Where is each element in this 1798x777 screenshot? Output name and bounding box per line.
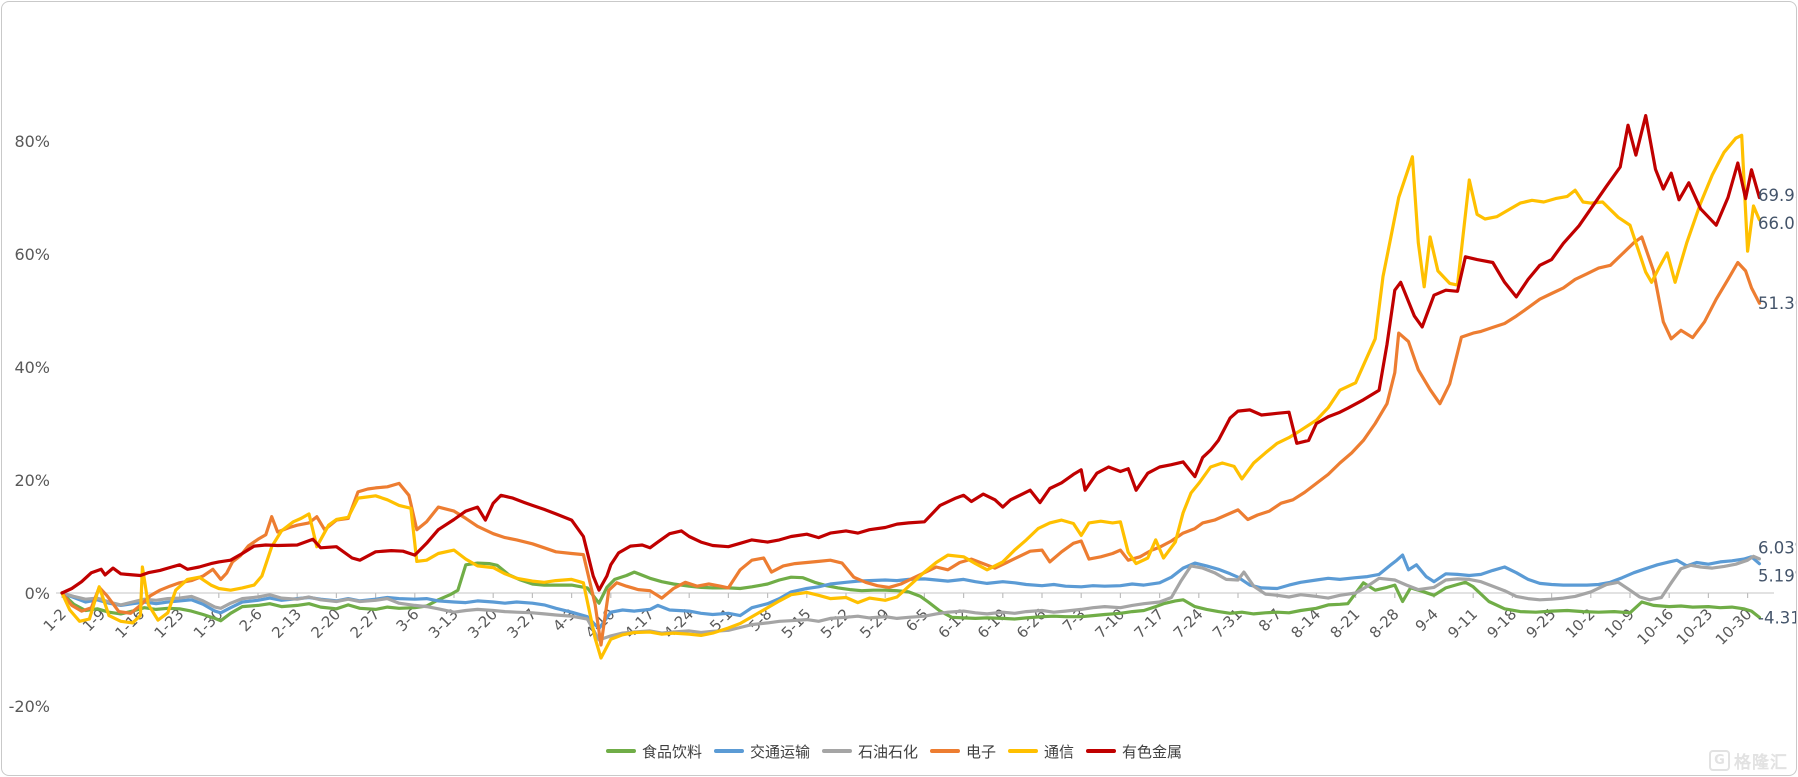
legend-item-transportation: 交通运输 (713, 741, 820, 762)
y-axis-tick-label: 60% (14, 245, 50, 264)
x-axis-tick-label: 6-19 (974, 605, 1011, 642)
series-end-label-电子: 51.30% (1758, 294, 1796, 313)
series-end-label-交通运输: 5.19% (1758, 566, 1796, 585)
x-axis-tick-label: 5-15 (778, 605, 815, 642)
x-axis-tick-label: 8-7 (1255, 605, 1285, 635)
x-axis-tick-label: 9-4 (1412, 605, 1442, 635)
legend-swatch-food-beverage (605, 749, 636, 753)
x-axis-tick-label: 2-20 (307, 605, 344, 642)
legend-label-telecom: 通信 (1044, 742, 1075, 761)
chart-legend: 食品饮料 交通运输 石油石化 电子 通信 有色金属 (2, 738, 1796, 764)
x-axis-tick-label: 5-29 (856, 605, 893, 642)
x-axis-tick-label: 6-5 (902, 605, 932, 635)
x-axis-tick-label: 10-16 (1633, 605, 1677, 649)
x-axis-tick-label: 8-21 (1327, 605, 1364, 642)
x-axis-tick-label: 1-2 (40, 605, 70, 635)
x-axis-tick-label: 7-10 (1091, 605, 1128, 642)
series-end-label-食品饮料: -4.31% (1758, 608, 1796, 627)
gelonghui-logo-icon: G (1709, 750, 1730, 771)
x-axis-tick-label: 7-24 (1170, 605, 1207, 642)
y-axis-tick-label: 40% (14, 358, 50, 377)
x-axis-tick-label: 2-27 (347, 605, 384, 642)
legend-item-food-beverage: 食品饮料 (605, 741, 712, 762)
series-line-telecom (60, 133, 1762, 660)
series-line-electronics (60, 235, 1762, 647)
watermark-text: 格隆汇 (1734, 753, 1788, 773)
series-end-label-有色金属: 69.98% (1758, 186, 1796, 205)
series-end-label-石油石化: 6.03% (1758, 538, 1796, 557)
legend-swatch-telecom (1008, 749, 1039, 753)
legend-label-nonferrous-metals: 有色金属 (1122, 742, 1183, 761)
y-axis-tick-label: -20% (9, 697, 50, 716)
y-axis-tick-label: 20% (14, 471, 50, 490)
legend-label-petroleum-petrochemical: 石油石化 (857, 742, 918, 761)
legend-swatch-nonferrous-metals (1086, 749, 1117, 753)
legend-item-nonferrous-metals: 有色金属 (1086, 741, 1192, 762)
legend-swatch-petroleum-petrochemical (821, 749, 852, 753)
x-axis-tick-label: 9-11 (1444, 605, 1481, 642)
x-axis-tick-label: 2-6 (236, 605, 266, 635)
series-end-label-通信: 66.03% (1758, 214, 1796, 233)
x-axis-tick-label: 2-13 (268, 605, 305, 642)
x-axis-tick-label: 10-23 (1673, 605, 1717, 649)
watermark: G 格隆汇 (1709, 748, 1788, 773)
legend-item-petroleum-petrochemical: 石油石化 (821, 741, 928, 762)
legend-label-transportation: 交通运输 (749, 742, 810, 761)
x-axis-tick-label: 5-22 (817, 605, 854, 642)
legend-label-food-beverage: 食品饮料 (641, 742, 702, 761)
legend-item-telecom: 通信 (1008, 741, 1084, 762)
legend-item-electronics: 电子 (930, 741, 1006, 762)
legend-label-electronics: 电子 (966, 742, 997, 761)
legend-swatch-transportation (713, 749, 744, 753)
series-line-nonferrous-metals (60, 113, 1762, 595)
x-axis-tick-label: 8-28 (1366, 605, 1403, 642)
legend-swatch-electronics (930, 749, 960, 753)
y-axis-tick-label: 0% (25, 584, 50, 603)
series-line-petroleum-petrochemical (60, 554, 1762, 642)
y-axis-tick-label: 80% (14, 132, 50, 151)
